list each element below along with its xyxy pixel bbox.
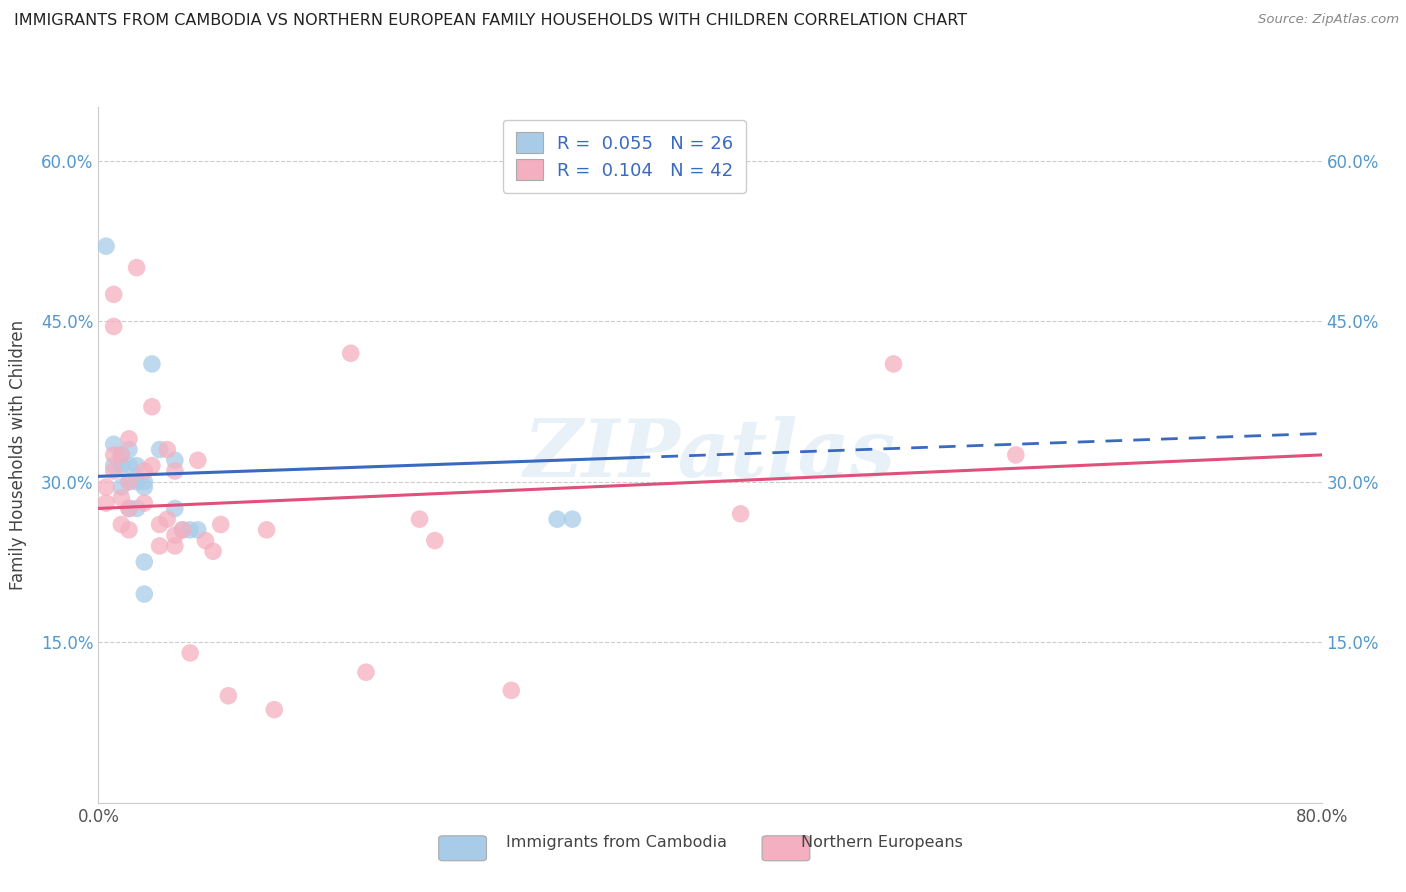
Point: [163, 528, 186, 542]
Point: [110, 491, 132, 505]
Point: [546, 512, 568, 526]
Point: [110, 480, 132, 494]
Point: [118, 475, 141, 489]
Point: [103, 448, 125, 462]
Point: [141, 357, 163, 371]
Point: [110, 448, 132, 462]
Point: [172, 523, 194, 537]
Point: [561, 512, 583, 526]
Point: [172, 523, 194, 537]
Point: [179, 646, 201, 660]
Point: [134, 555, 156, 569]
Point: [408, 512, 430, 526]
Point: [179, 523, 201, 537]
Point: [125, 260, 148, 275]
Point: [94, 496, 117, 510]
Text: ZIPatlas: ZIPatlas: [524, 417, 896, 493]
Point: [730, 507, 752, 521]
Point: [263, 703, 285, 717]
Point: [202, 544, 225, 558]
Point: [354, 665, 377, 680]
Point: [110, 458, 132, 473]
Point: [163, 501, 186, 516]
Point: [883, 357, 905, 371]
Point: [217, 689, 239, 703]
Point: [209, 517, 232, 532]
Point: [103, 319, 125, 334]
Text: IMMIGRANTS FROM CAMBODIA VS NORTHERN EUROPEAN FAMILY HOUSEHOLDS WITH CHILDREN CO: IMMIGRANTS FROM CAMBODIA VS NORTHERN EUR…: [14, 13, 967, 29]
Point: [256, 523, 278, 537]
Point: [163, 539, 186, 553]
Point: [149, 517, 172, 532]
Point: [141, 458, 163, 473]
Text: Northern Europeans: Northern Europeans: [801, 836, 963, 850]
Point: [149, 539, 172, 553]
Point: [134, 475, 156, 489]
Point: [423, 533, 446, 548]
Text: Immigrants from Cambodia: Immigrants from Cambodia: [506, 836, 727, 850]
Point: [125, 475, 148, 489]
Point: [103, 287, 125, 301]
Y-axis label: Family Households with Children: Family Households with Children: [10, 320, 27, 590]
Point: [134, 496, 156, 510]
Point: [149, 442, 172, 457]
Point: [194, 533, 217, 548]
Point: [163, 464, 186, 478]
Legend: R =  0.055   N = 26, R =  0.104   N = 42: R = 0.055 N = 26, R = 0.104 N = 42: [503, 120, 745, 193]
Point: [141, 400, 163, 414]
Point: [118, 475, 141, 489]
Point: [134, 464, 156, 478]
Point: [118, 501, 141, 516]
Point: [118, 442, 141, 457]
Point: [1004, 448, 1026, 462]
Point: [103, 464, 125, 478]
Point: [118, 501, 141, 516]
Point: [156, 442, 179, 457]
Text: Source: ZipAtlas.com: Source: ZipAtlas.com: [1258, 13, 1399, 27]
Point: [125, 501, 148, 516]
Point: [339, 346, 361, 360]
Point: [187, 523, 209, 537]
Point: [134, 587, 156, 601]
Point: [110, 517, 132, 532]
Point: [187, 453, 209, 467]
Point: [103, 458, 125, 473]
Point: [94, 239, 117, 253]
Point: [118, 523, 141, 537]
Point: [501, 683, 523, 698]
Point: [125, 458, 148, 473]
Point: [118, 432, 141, 446]
Point: [103, 437, 125, 451]
Point: [94, 480, 117, 494]
Point: [110, 448, 132, 462]
Point: [118, 458, 141, 473]
Point: [163, 453, 186, 467]
Point: [156, 512, 179, 526]
Point: [134, 480, 156, 494]
